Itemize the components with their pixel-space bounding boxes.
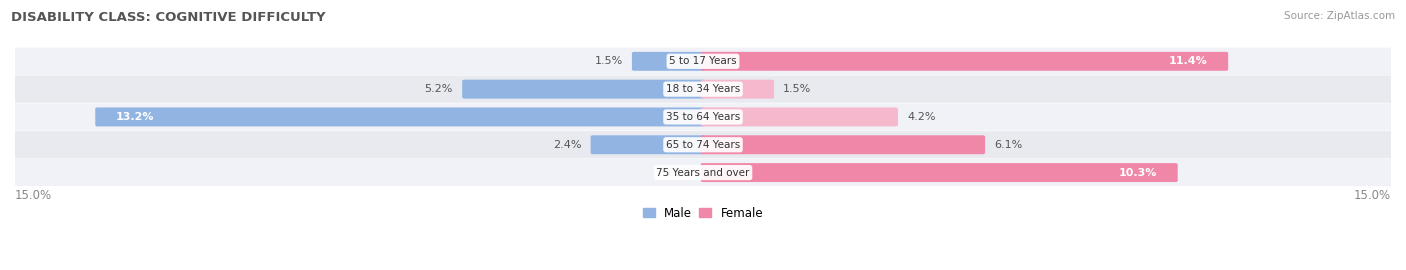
Text: 6.1%: 6.1% <box>994 140 1022 150</box>
FancyBboxPatch shape <box>700 107 898 126</box>
Text: 75 Years and over: 75 Years and over <box>657 168 749 178</box>
Text: 18 to 34 Years: 18 to 34 Years <box>666 84 740 94</box>
Text: 1.5%: 1.5% <box>783 84 811 94</box>
Text: 4.2%: 4.2% <box>907 112 935 122</box>
FancyBboxPatch shape <box>11 103 1395 131</box>
FancyBboxPatch shape <box>700 163 1178 182</box>
Text: 15.0%: 15.0% <box>1354 189 1391 202</box>
FancyBboxPatch shape <box>11 48 1395 75</box>
FancyBboxPatch shape <box>700 80 775 99</box>
FancyBboxPatch shape <box>463 80 706 99</box>
Text: 13.2%: 13.2% <box>115 112 155 122</box>
Text: 5 to 17 Years: 5 to 17 Years <box>669 56 737 66</box>
Text: DISABILITY CLASS: COGNITIVE DIFFICULTY: DISABILITY CLASS: COGNITIVE DIFFICULTY <box>11 11 326 24</box>
FancyBboxPatch shape <box>631 52 706 71</box>
FancyBboxPatch shape <box>11 159 1395 186</box>
Text: 65 to 74 Years: 65 to 74 Years <box>666 140 740 150</box>
FancyBboxPatch shape <box>11 76 1395 103</box>
FancyBboxPatch shape <box>591 135 706 154</box>
Text: 2.4%: 2.4% <box>553 140 582 150</box>
Text: 10.3%: 10.3% <box>1119 168 1157 178</box>
Text: Source: ZipAtlas.com: Source: ZipAtlas.com <box>1284 11 1395 21</box>
Text: 5.2%: 5.2% <box>425 84 453 94</box>
Text: 0.0%: 0.0% <box>664 168 692 178</box>
FancyBboxPatch shape <box>700 135 986 154</box>
Text: 35 to 64 Years: 35 to 64 Years <box>666 112 740 122</box>
FancyBboxPatch shape <box>96 107 706 126</box>
Text: 1.5%: 1.5% <box>595 56 623 66</box>
FancyBboxPatch shape <box>11 131 1395 158</box>
FancyBboxPatch shape <box>700 52 1229 71</box>
Text: 15.0%: 15.0% <box>15 189 52 202</box>
Legend: Male, Female: Male, Female <box>643 207 763 220</box>
Text: 11.4%: 11.4% <box>1168 56 1208 66</box>
